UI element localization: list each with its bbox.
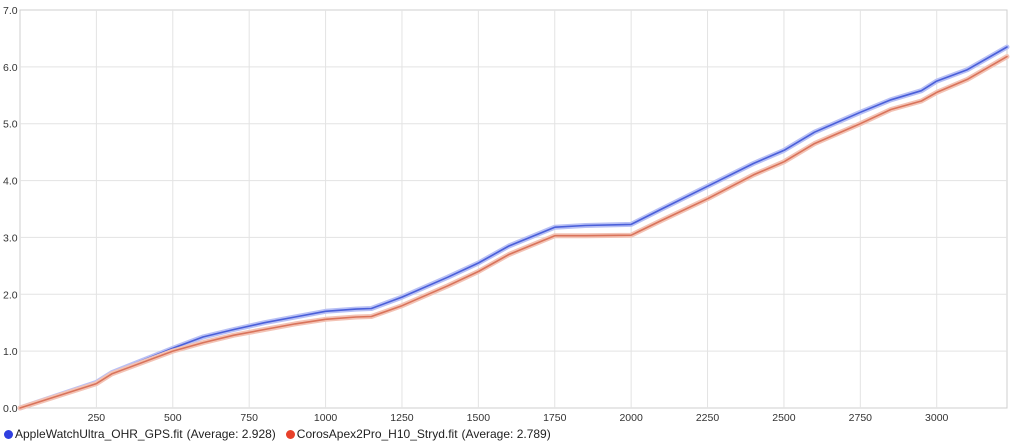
- y-tick-label: 0.0: [3, 403, 18, 415]
- y-tick-label: 3.0: [3, 232, 18, 244]
- y-tick-label: 5.0: [3, 119, 18, 131]
- legend-marker-apple: [4, 429, 13, 439]
- legend-average-apple: (Average: 2.928): [186, 427, 276, 441]
- x-tick-label: 2250: [696, 412, 720, 424]
- x-tick-label: 1750: [543, 412, 567, 424]
- x-tick-label: 2000: [619, 412, 643, 424]
- series-line-0[interactable]: [19, 46, 1008, 409]
- legend-marker-coros: [285, 429, 295, 439]
- legend-label-coros: CorosApex2Pro_H10_Stryd.fit: [296, 427, 458, 441]
- legend: AppleWatchUltra_OHR_GPS.fit (Average: 2.…: [4, 427, 561, 441]
- x-tick-label: 2500: [772, 412, 796, 424]
- y-tick-label: 4.0: [3, 176, 18, 188]
- series-lines: [17, 44, 1010, 411]
- series-line-1[interactable]: [19, 55, 1008, 409]
- x-tick-label: 1250: [390, 412, 414, 424]
- x-tick-label: 1000: [314, 412, 338, 424]
- y-tick-label: 2.0: [3, 289, 18, 301]
- x-tick-label: 2750: [849, 412, 873, 424]
- y-tick-label: 1.0: [3, 346, 18, 358]
- x-tick-label: 750: [240, 412, 258, 424]
- x-tick-label: 250: [88, 412, 106, 424]
- x-tick-label: 500: [164, 412, 182, 424]
- legend-item-apple[interactable]: AppleWatchUltra_OHR_GPS.fit (Average: 2.…: [4, 427, 276, 441]
- x-tick-label: 3000: [925, 412, 949, 424]
- legend-label-apple: AppleWatchUltra_OHR_GPS.fit: [15, 427, 183, 441]
- legend-item-coros[interactable]: CorosApex2Pro_H10_Stryd.fit (Average: 2.…: [285, 427, 551, 441]
- x-tick-label: 1500: [467, 412, 491, 424]
- legend-average-coros: (Average: 2.789): [461, 427, 551, 441]
- grid-lines: [20, 10, 1007, 408]
- y-tick-label: 7.0: [3, 5, 18, 17]
- y-tick-label: 6.0: [3, 62, 18, 74]
- axis-tick-labels: 0.0 1.0 2.0 3.0 4.0 5.0 6.0 7.0 250 500 750 1000 125…: [3, 5, 949, 424]
